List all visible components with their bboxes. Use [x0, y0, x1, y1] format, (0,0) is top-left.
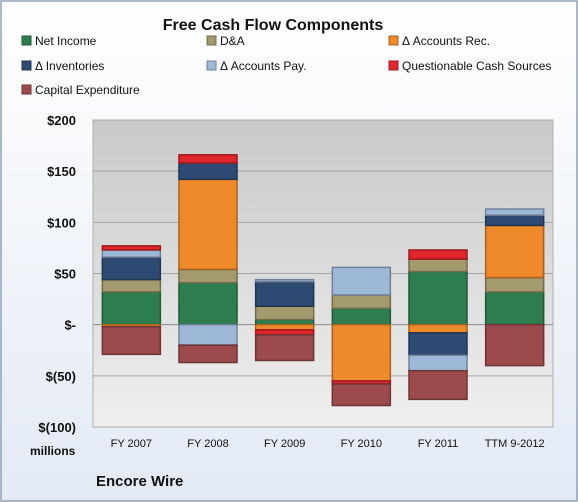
- x-tick-label: TTM 9-2012: [485, 438, 545, 450]
- legend: Net Income D&A Δ Accounts Rec. Δ Inventorie…: [21, 34, 551, 97]
- bar-segment-inventories: [178, 162, 238, 181]
- legend-label-questionable-cash-sources: Questionable Cash Sources: [402, 59, 551, 73]
- bar-segment-accounts-pay: [331, 266, 392, 296]
- x-tick-label: FY 2010: [341, 438, 382, 450]
- bar-segment-net-income: [101, 291, 162, 326]
- y-tick-label: $(100): [38, 420, 76, 435]
- legend-label-capital-expenditure: Capital Expenditure: [35, 83, 140, 97]
- x-axis: FY 2007 FY 2008 FY 2009 FY 2010 FY 2011 TTM 9…: [111, 438, 545, 450]
- bar-segment-inventories: [484, 214, 545, 227]
- bars: [101, 154, 545, 407]
- bar-segment-net-income: [178, 281, 238, 326]
- chart-title: Free Cash Flow Components: [163, 17, 384, 34]
- bar-segment-accounts-rec: [408, 323, 468, 334]
- legend-swatch-questionable-cash-sources: [388, 60, 399, 71]
- legend-swatch-d-a: [206, 35, 217, 46]
- legend-label-inventories: Δ Inventories: [35, 59, 104, 73]
- bar-segment-capital-expenditure: [178, 344, 238, 364]
- bar-segment-d-a: [254, 305, 315, 321]
- bar-segment-d-a: [484, 276, 545, 293]
- bar-segment-accounts-rec: [254, 323, 315, 331]
- legend-swatch-accounts-pay: [206, 60, 217, 71]
- x-tick-label: FY 2011: [418, 438, 459, 450]
- bar-segment-net-income: [484, 291, 545, 326]
- bar-segment-accounts-rec: [331, 323, 392, 382]
- bar-segment-inventories: [408, 332, 468, 357]
- gridlines: [93, 119, 553, 428]
- bar-segment-capital-expenditure: [484, 323, 545, 367]
- bar-segment-accounts-rec: [178, 178, 238, 271]
- x-tick-label: FY 2007: [111, 438, 152, 450]
- bar-segment-capital-expenditure: [331, 383, 392, 407]
- unit-label: millions: [30, 444, 76, 458]
- legend-swatch-net-income: [21, 35, 32, 46]
- bar-segment-questionable-cash-sources: [408, 249, 468, 260]
- bar-segment-accounts-pay: [484, 208, 545, 216]
- bar-segment-accounts-pay: [178, 323, 238, 346]
- y-tick-label: $150: [47, 164, 76, 179]
- bar-segment-inventories: [101, 256, 162, 281]
- y-tick-label: $200: [47, 113, 76, 128]
- bar-segment-d-a: [178, 268, 238, 284]
- legend-label-d-a: D&A: [220, 34, 245, 48]
- x-tick-label: FY 2008: [187, 438, 228, 450]
- legend-label-accounts-rec: Δ Accounts Rec.: [402, 34, 490, 48]
- bar-segment-questionable-cash-sources: [178, 154, 238, 164]
- y-axis: $200 $150 $100 $50 $- $(50) $(100): [38, 113, 76, 435]
- x-tick-label: FY 2009: [264, 438, 305, 450]
- legend-label-net-income: Net Income: [35, 34, 97, 48]
- bar-segment-net-income: [408, 270, 468, 326]
- legend-swatch-capital-expenditure: [21, 84, 32, 95]
- bar-segment-d-a: [331, 294, 392, 310]
- company-label: Encore Wire: [96, 473, 183, 490]
- bar-segment-inventories: [254, 280, 315, 307]
- bar-segment-d-a: [101, 278, 162, 293]
- bar-segment-net-income: [254, 318, 315, 326]
- y-tick-label: $(50): [46, 369, 76, 384]
- bar-segment-questionable-cash-sources: [101, 245, 162, 251]
- y-tick-label: $100: [47, 215, 76, 230]
- bar-segment-net-income: [331, 307, 392, 326]
- bar-segment-capital-expenditure: [254, 334, 315, 362]
- bar-segment-accounts-rec: [484, 224, 545, 279]
- bar-segment-capital-expenditure: [408, 369, 468, 401]
- legend-swatch-accounts-rec: [388, 35, 399, 46]
- bar-segment-d-a: [408, 258, 468, 273]
- y-tick-label: $-: [64, 318, 76, 333]
- y-tick-label: $50: [54, 267, 76, 282]
- bar-segment-questionable-cash-sources: [254, 329, 315, 336]
- legend-swatch-inventories: [21, 60, 32, 71]
- bar-segment-capital-expenditure: [101, 325, 162, 356]
- bar-segment-accounts-pay: [254, 278, 315, 283]
- legend-label-accounts-pay: Δ Accounts Pay.: [220, 59, 307, 73]
- bar-segment-accounts-pay: [101, 249, 162, 258]
- bar-segment-accounts-pay: [408, 354, 468, 372]
